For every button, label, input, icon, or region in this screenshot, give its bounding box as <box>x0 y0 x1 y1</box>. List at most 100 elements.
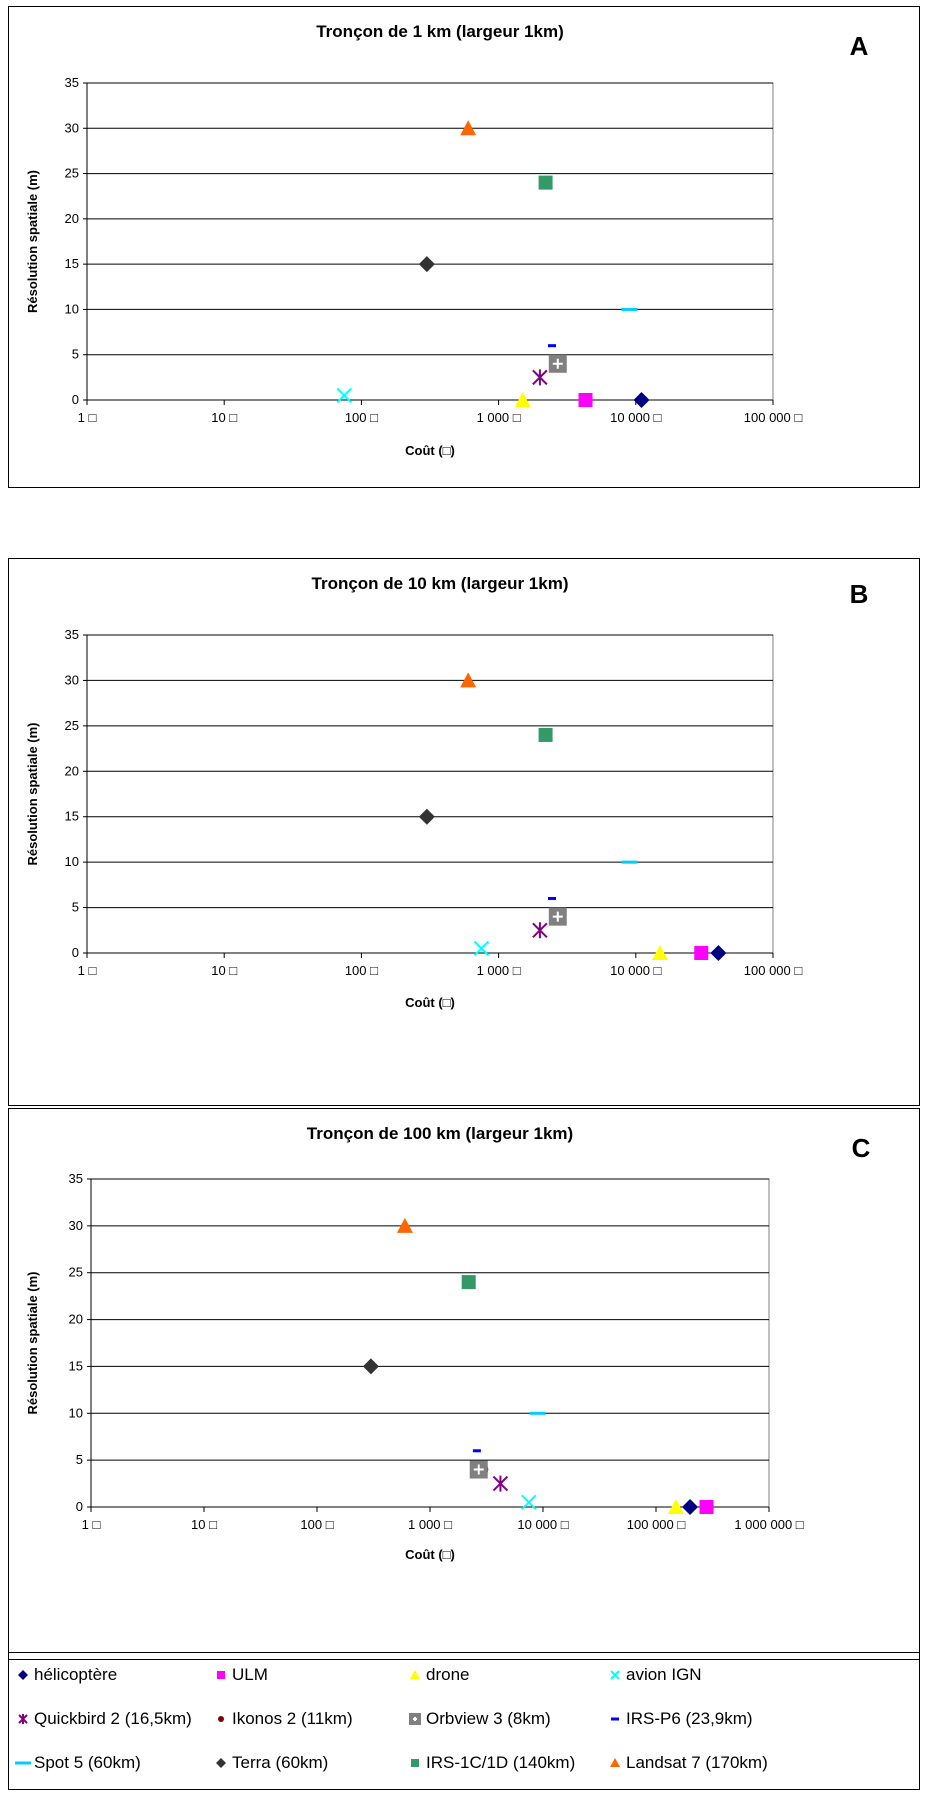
y-axis-label: Résolution spatiale (m) <box>25 170 40 313</box>
data-point-ulm <box>699 1500 714 1514</box>
legend-marker-icon <box>411 1759 419 1767</box>
y-tick-label: 0 <box>72 392 79 407</box>
x-tick-label: 10 □ <box>211 963 237 978</box>
x-tick-label: 10 □ <box>191 1517 217 1532</box>
y-tick-label: 20 <box>65 763 79 778</box>
legend-item-landsat-7-170km-: Landsat 7 (170km) <box>607 1753 768 1773</box>
chart-title: Tronçon de 1 km (largeur 1km) <box>316 22 564 41</box>
data-point-ulm <box>578 393 593 407</box>
data-point-terra-60km- <box>362 1358 379 1375</box>
y-tick-label: 0 <box>72 945 79 960</box>
legend-label: Quickbird 2 (16,5km) <box>34 1709 192 1728</box>
y-tick-label: 30 <box>69 1218 83 1233</box>
plot-area <box>86 634 774 954</box>
y-tick-label: 5 <box>76 1452 83 1467</box>
legend-label: drone <box>426 1665 470 1684</box>
x-tick-label: 1 000 000 □ <box>734 1517 803 1532</box>
legend-label: Ikonos 2 (11km) <box>232 1709 353 1728</box>
data-point-avion-ign <box>473 940 490 957</box>
data-point-irs-1c-1d-140km- <box>538 175 553 190</box>
legend-item-orbview-3-8km-: Orbview 3 (8km) <box>407 1709 551 1729</box>
data-point-orbview-3-8km- <box>469 1460 488 1479</box>
x-axis-label: Coût (□) <box>405 443 455 458</box>
data-point-irs-1c-1d-140km- <box>461 1275 476 1290</box>
legend-label: avion IGN <box>626 1665 702 1684</box>
chart-legend: hélicoptère ULM drone avion IGN Quickbird 2 … <box>8 1652 920 1790</box>
chart-b-svg: Tronçon de 10 km (largeur 1km) B 0 5 10 15 20 2… <box>25 574 869 1010</box>
y-tick-label: 35 <box>65 75 79 90</box>
chart-title: Tronçon de 100 km (largeur 1km) <box>307 1124 573 1143</box>
legend-label: Landsat 7 (170km) <box>626 1753 768 1772</box>
y-tick-label: 10 <box>65 301 79 316</box>
data-point-orbview-3-8km- <box>548 354 567 373</box>
y-tick-label: 5 <box>72 900 79 915</box>
data-point-h-licopt-re <box>682 1499 699 1515</box>
legend-marker-icon <box>216 1758 226 1768</box>
y-tick-label: 10 <box>69 1405 83 1420</box>
y-tick-label: 35 <box>65 627 79 642</box>
x-tick-label: 100 000 □ <box>627 1517 686 1532</box>
data-point-irs-p6-23-9km- <box>547 896 556 900</box>
data-point-quickbird-2-16-5km- <box>532 369 548 386</box>
legend-marker-icon <box>610 1758 620 1767</box>
panel-letter: A <box>850 31 869 61</box>
x-axis-label: Coût (□) <box>405 995 455 1010</box>
y-tick-label: 25 <box>65 166 79 181</box>
legend-item-h-licopt-re: hélicoptère <box>15 1665 117 1685</box>
legend-label: Terra (60km) <box>232 1753 329 1772</box>
x-tick-label: 100 □ <box>300 1517 333 1532</box>
legend-marker-icon <box>217 1671 225 1679</box>
data-point-landsat-7-170km- <box>396 1217 413 1233</box>
x-tick-label: 100 000 □ <box>744 410 803 425</box>
y-tick-label: 0 <box>76 1499 83 1514</box>
chart-c-svg: Tronçon de 100 km (largeur 1km) C 0 5 10 15 20… <box>25 1124 871 1562</box>
legend-marker-icon <box>18 1714 28 1724</box>
x-tick-label: 1 □ <box>82 1517 101 1532</box>
data-point-spot-5-60km- <box>621 860 638 864</box>
legend-marker-icon <box>409 1713 421 1725</box>
x-tick-label: 100 000 □ <box>744 963 803 978</box>
chart-title: Tronçon de 10 km (largeur 1km) <box>312 574 569 593</box>
chart-a-svg: Tronçon de 1 km (largeur 1km) A 0 5 10 15 20 25… <box>25 22 869 458</box>
legend-item-quickbird-2-16-5km-: Quickbird 2 (16,5km) <box>15 1709 192 1729</box>
legend-label: Orbview 3 (8km) <box>426 1709 551 1728</box>
data-point-terra-60km- <box>418 256 435 273</box>
x-tick-label: 1 □ <box>78 410 97 425</box>
y-tick-label: 30 <box>65 120 79 135</box>
data-point-orbview-3-8km- <box>548 907 567 926</box>
legend-label: Spot 5 (60km) <box>34 1753 141 1772</box>
data-point-landsat-7-170km- <box>460 120 477 136</box>
y-axis-label: Résolution spatiale (m) <box>25 722 40 865</box>
legend-item-irs-1c-1d-140km-: IRS-1C/1D (140km) <box>407 1753 575 1773</box>
data-point-spot-5-60km- <box>529 1411 546 1415</box>
x-tick-label: 1 000 □ <box>477 410 521 425</box>
panel-letter: B <box>850 579 869 609</box>
data-point-ulm <box>694 946 709 960</box>
y-tick-label: 20 <box>65 211 79 226</box>
legend-marker-icon <box>218 1716 224 1722</box>
x-tick-label: 10 □ <box>211 410 237 425</box>
legend-marker-icon <box>18 1670 28 1680</box>
y-tick-label: 20 <box>69 1312 83 1327</box>
y-axis-label: Résolution spatiale (m) <box>25 1271 40 1414</box>
data-point-spot-5-60km- <box>621 307 638 311</box>
y-tick-label: 15 <box>69 1358 83 1373</box>
data-point-h-licopt-re <box>710 945 727 961</box>
y-tick-label: 15 <box>65 809 79 824</box>
x-tick-label: 100 □ <box>345 963 378 978</box>
data-point-quickbird-2-16-5km- <box>492 1475 509 1492</box>
legend-label: ULM <box>232 1665 268 1684</box>
x-tick-label: 10 000 □ <box>610 963 661 978</box>
y-tick-label: 35 <box>69 1171 83 1186</box>
data-point-drone <box>514 392 531 407</box>
legend-marker-icon <box>610 1670 620 1680</box>
data-point-quickbird-2-16-5km- <box>532 922 548 939</box>
plot-area <box>86 82 774 401</box>
x-tick-label: 1 000 □ <box>408 1517 452 1532</box>
x-tick-label: 10 000 □ <box>517 1517 568 1532</box>
legend-item-ulm: ULM <box>213 1665 268 1685</box>
data-point-irs-1c-1d-140km- <box>538 727 553 742</box>
data-point-irs-p6-23-9km- <box>472 1449 481 1453</box>
x-tick-label: 10 000 □ <box>610 410 661 425</box>
y-tick-label: 10 <box>65 854 79 869</box>
